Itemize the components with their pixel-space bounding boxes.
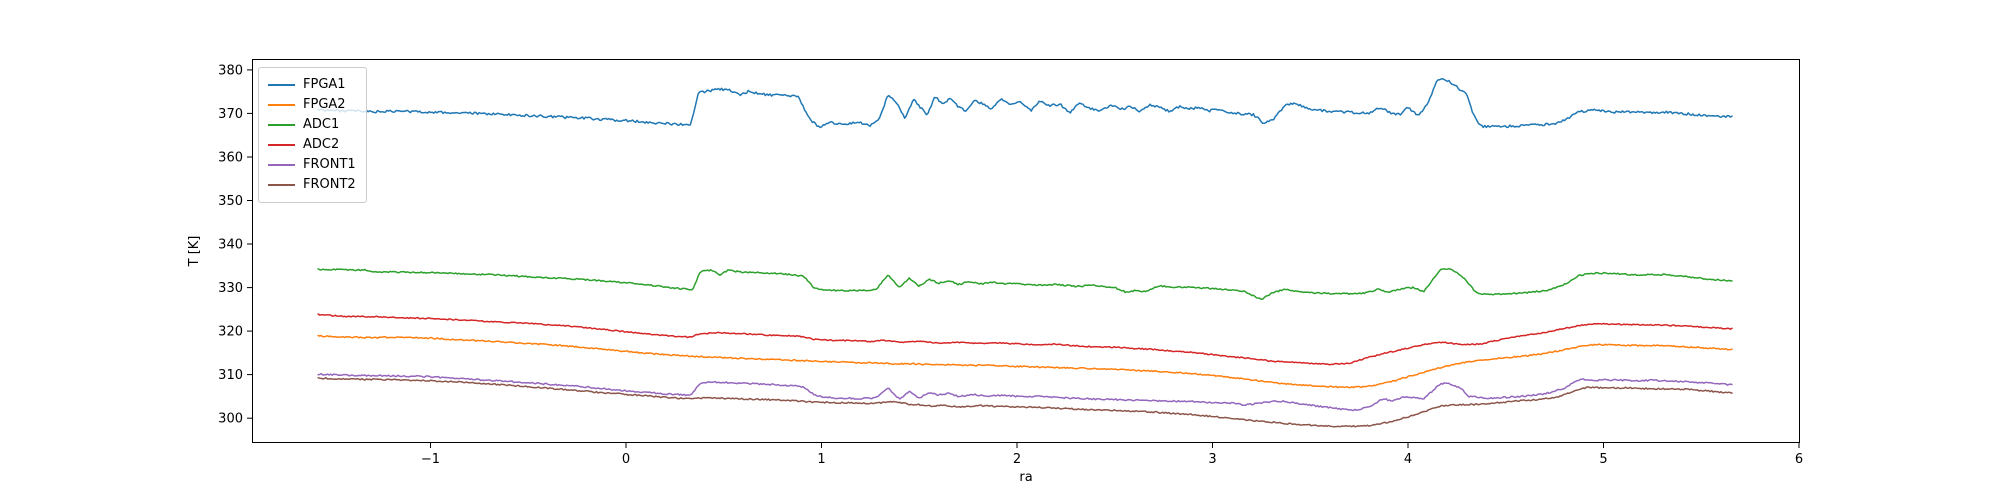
y-tick-label: 350 bbox=[218, 194, 243, 209]
legend-label: ADC1 bbox=[303, 117, 340, 132]
x-tick-label: 1 bbox=[817, 452, 825, 467]
legend-label: FPGA1 bbox=[303, 77, 346, 92]
legend-entry-adc1: ADC1 bbox=[268, 115, 356, 135]
series-line-fpga1 bbox=[317, 78, 1733, 129]
x-tick-label: 6 bbox=[1795, 452, 1803, 467]
y-tick-label: 380 bbox=[218, 63, 243, 78]
series-line-front1 bbox=[317, 372, 1733, 412]
x-tick-label: 5 bbox=[1599, 452, 1607, 467]
x-tick-label: 3 bbox=[1208, 452, 1216, 467]
y-tick-label: 360 bbox=[218, 151, 243, 166]
legend-entry-front1: FRONT1 bbox=[268, 155, 356, 175]
y-tick-label: 300 bbox=[218, 412, 243, 427]
series-line-fpga2 bbox=[317, 334, 1733, 389]
legend-entry-front2: FRONT2 bbox=[268, 175, 356, 195]
y-tick-label: 320 bbox=[218, 325, 243, 340]
legend: FPGA1 FPGA2 ADC1 ADC2 FRONT1 FRONT2 bbox=[258, 67, 367, 203]
legend-line-sample bbox=[268, 84, 295, 86]
legend-label: ADC2 bbox=[303, 137, 340, 152]
series-line-front2 bbox=[317, 376, 1733, 428]
series-line-adc2 bbox=[317, 313, 1733, 366]
series-line-adc1 bbox=[317, 268, 1733, 300]
legend-label: FRONT2 bbox=[303, 177, 356, 192]
legend-label: FRONT1 bbox=[303, 157, 356, 172]
y-axis-label: T [K] bbox=[187, 236, 202, 268]
y-tick-label: 330 bbox=[218, 281, 243, 296]
legend-line-sample bbox=[268, 144, 295, 146]
x-tick-label: 4 bbox=[1404, 452, 1412, 467]
legend-line-sample bbox=[268, 184, 295, 186]
legend-entry-fpga1: FPGA1 bbox=[268, 75, 356, 95]
x-tick-label: −1 bbox=[421, 452, 440, 467]
legend-entry-adc2: ADC2 bbox=[268, 135, 356, 155]
x-axis-label: ra bbox=[1019, 470, 1032, 485]
legend-line-sample bbox=[268, 104, 295, 106]
legend-line-sample bbox=[268, 164, 295, 166]
legend-label: FPGA2 bbox=[303, 97, 346, 112]
x-tick-label: 2 bbox=[1013, 452, 1021, 467]
y-tick-label: 310 bbox=[218, 368, 243, 383]
y-tick-label: 340 bbox=[218, 238, 243, 253]
axes-frame bbox=[252, 59, 1800, 443]
y-tick-label: 370 bbox=[218, 107, 243, 122]
legend-line-sample bbox=[268, 124, 295, 126]
series-group bbox=[317, 78, 1733, 428]
x-tick-label: 0 bbox=[622, 452, 630, 467]
ticks-group: −1 0 1 2 3 4 5 6 300 310 320 330 340 350 360 370 380 bbox=[218, 63, 1803, 467]
legend-entry-fpga2: FPGA2 bbox=[268, 95, 356, 115]
